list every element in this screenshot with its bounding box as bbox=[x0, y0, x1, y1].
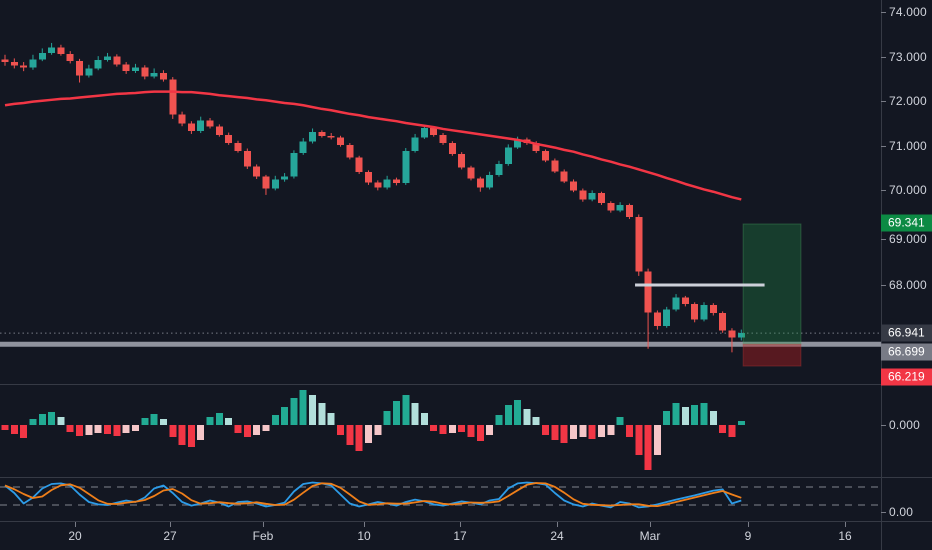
current-price-badge: 66.941 bbox=[881, 324, 932, 342]
moving-average-line bbox=[4, 90, 742, 201]
time-axis[interactable]: 20 27 Feb 10 17 24 Mar 9 16 bbox=[0, 522, 932, 550]
stoch-axis-label: 0.00 bbox=[889, 505, 914, 519]
time-axis-label: Mar bbox=[639, 529, 661, 543]
stochastic-lines bbox=[0, 481, 881, 509]
price-axis-label: 70.000 bbox=[889, 183, 927, 197]
price-axis-label: 74.000 bbox=[889, 5, 927, 19]
time-axis-label: 27 bbox=[163, 529, 177, 543]
time-axis-label: 9 bbox=[744, 529, 752, 543]
price-axis-label: 72.000 bbox=[889, 94, 927, 108]
time-axis-label: Feb bbox=[252, 529, 274, 543]
time-axis-label: 20 bbox=[68, 529, 82, 543]
price-axis-label: 69.000 bbox=[889, 232, 927, 246]
time-axis-label: 17 bbox=[453, 529, 467, 543]
price-axis-label: 71.000 bbox=[889, 139, 927, 153]
long-position-tool[interactable] bbox=[742, 223, 802, 367]
candlestick-series[interactable] bbox=[1, 42, 745, 353]
price-axis[interactable]: 74.000 73.000 72.000 71.000 70.000 69.00… bbox=[881, 0, 932, 550]
time-axis-label: 10 bbox=[357, 529, 371, 543]
price-axis-label: 73.000 bbox=[889, 50, 927, 64]
macd-axis-label: 0.000 bbox=[889, 418, 921, 432]
support-line-price-badge: 66.699 bbox=[881, 343, 932, 361]
macd-histogram bbox=[1, 390, 745, 470]
axis-ticks bbox=[75, 12, 886, 527]
time-axis-label: 16 bbox=[838, 529, 852, 543]
take-profit-price-badge: 69.341 bbox=[881, 214, 932, 232]
price-axis-label: 68.000 bbox=[889, 278, 927, 292]
stop-loss-price-badge: 66.219 bbox=[881, 368, 932, 386]
time-axis-label: 24 bbox=[550, 529, 564, 543]
